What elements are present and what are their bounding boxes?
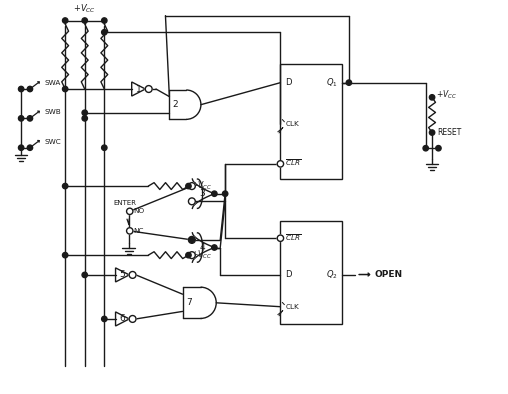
Text: 2: 2	[172, 100, 178, 109]
Circle shape	[346, 80, 352, 85]
Text: $\overline{CLR}$: $\overline{CLR}$	[285, 233, 301, 243]
Circle shape	[82, 18, 87, 23]
Circle shape	[188, 183, 195, 190]
Bar	[280, 221, 341, 324]
Circle shape	[277, 235, 283, 242]
Circle shape	[186, 183, 191, 189]
Text: $+V_{CC}$: $+V_{CC}$	[192, 249, 212, 261]
Circle shape	[82, 116, 87, 121]
Circle shape	[429, 130, 435, 135]
Circle shape	[82, 110, 87, 115]
Circle shape	[102, 18, 107, 23]
Circle shape	[212, 191, 217, 196]
Circle shape	[18, 86, 24, 92]
Text: $+V_{CC}$: $+V_{CC}$	[192, 180, 212, 192]
Text: CLK: CLK	[285, 121, 299, 127]
Text: SWC: SWC	[45, 139, 61, 145]
Text: 1: 1	[136, 85, 141, 93]
Circle shape	[436, 145, 441, 151]
Circle shape	[223, 191, 228, 196]
Text: 3: 3	[200, 189, 205, 198]
Circle shape	[27, 86, 33, 92]
Text: $+V_{CC}$: $+V_{CC}$	[436, 89, 457, 101]
Circle shape	[188, 252, 195, 258]
Text: NC: NC	[134, 228, 144, 234]
Circle shape	[62, 183, 68, 189]
Text: $Q_2$: $Q_2$	[326, 268, 338, 281]
Circle shape	[102, 316, 107, 322]
Text: 6: 6	[119, 314, 125, 323]
Text: 4: 4	[200, 243, 205, 252]
Text: D: D	[285, 78, 292, 87]
Circle shape	[188, 236, 195, 243]
Text: 5: 5	[119, 270, 125, 279]
Circle shape	[18, 116, 24, 121]
Bar	[280, 64, 341, 179]
Circle shape	[27, 116, 33, 121]
Text: $\overline{CLR}$: $\overline{CLR}$	[285, 158, 301, 168]
Circle shape	[126, 228, 133, 234]
Text: SWA: SWA	[45, 80, 61, 86]
Circle shape	[145, 85, 152, 93]
Circle shape	[18, 145, 24, 151]
Text: $Q_1$: $Q_1$	[326, 76, 338, 89]
Text: 7: 7	[186, 298, 192, 307]
Circle shape	[188, 198, 195, 205]
Circle shape	[277, 161, 283, 167]
Circle shape	[129, 316, 136, 322]
Circle shape	[82, 272, 87, 278]
Circle shape	[102, 30, 107, 35]
Circle shape	[129, 271, 136, 278]
Text: OPEN: OPEN	[375, 270, 403, 279]
Text: D: D	[285, 270, 292, 279]
Text: SWB: SWB	[45, 110, 61, 115]
Circle shape	[423, 145, 428, 151]
Circle shape	[212, 245, 217, 250]
Circle shape	[62, 253, 68, 258]
Circle shape	[62, 86, 68, 92]
Text: CLK: CLK	[285, 304, 299, 310]
Circle shape	[102, 145, 107, 151]
Circle shape	[62, 18, 68, 23]
Text: NO: NO	[134, 208, 145, 214]
Text: ENTER: ENTER	[113, 199, 136, 206]
Circle shape	[126, 208, 133, 214]
Circle shape	[27, 145, 33, 151]
Circle shape	[186, 253, 191, 258]
Text: RESET: RESET	[437, 128, 461, 137]
Circle shape	[189, 237, 195, 243]
Circle shape	[429, 95, 435, 100]
Text: $+V_{CC}$: $+V_{CC}$	[73, 2, 96, 15]
